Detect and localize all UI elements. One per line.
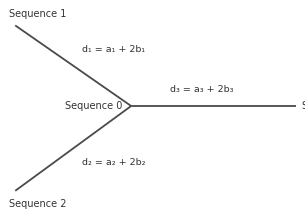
Text: d₁ = a₁ + 2b₁: d₁ = a₁ + 2b₁ [82, 45, 145, 54]
Text: Sequence 3: Sequence 3 [302, 101, 305, 111]
Text: d₂ = a₂ + 2b₂: d₂ = a₂ + 2b₂ [82, 158, 146, 167]
Text: Sequence 0: Sequence 0 [65, 101, 122, 111]
Text: Sequence 2: Sequence 2 [9, 199, 67, 209]
Text: d₃ = a₃ + 2b₃: d₃ = a₃ + 2b₃ [170, 85, 233, 94]
Text: Sequence 1: Sequence 1 [9, 9, 66, 19]
